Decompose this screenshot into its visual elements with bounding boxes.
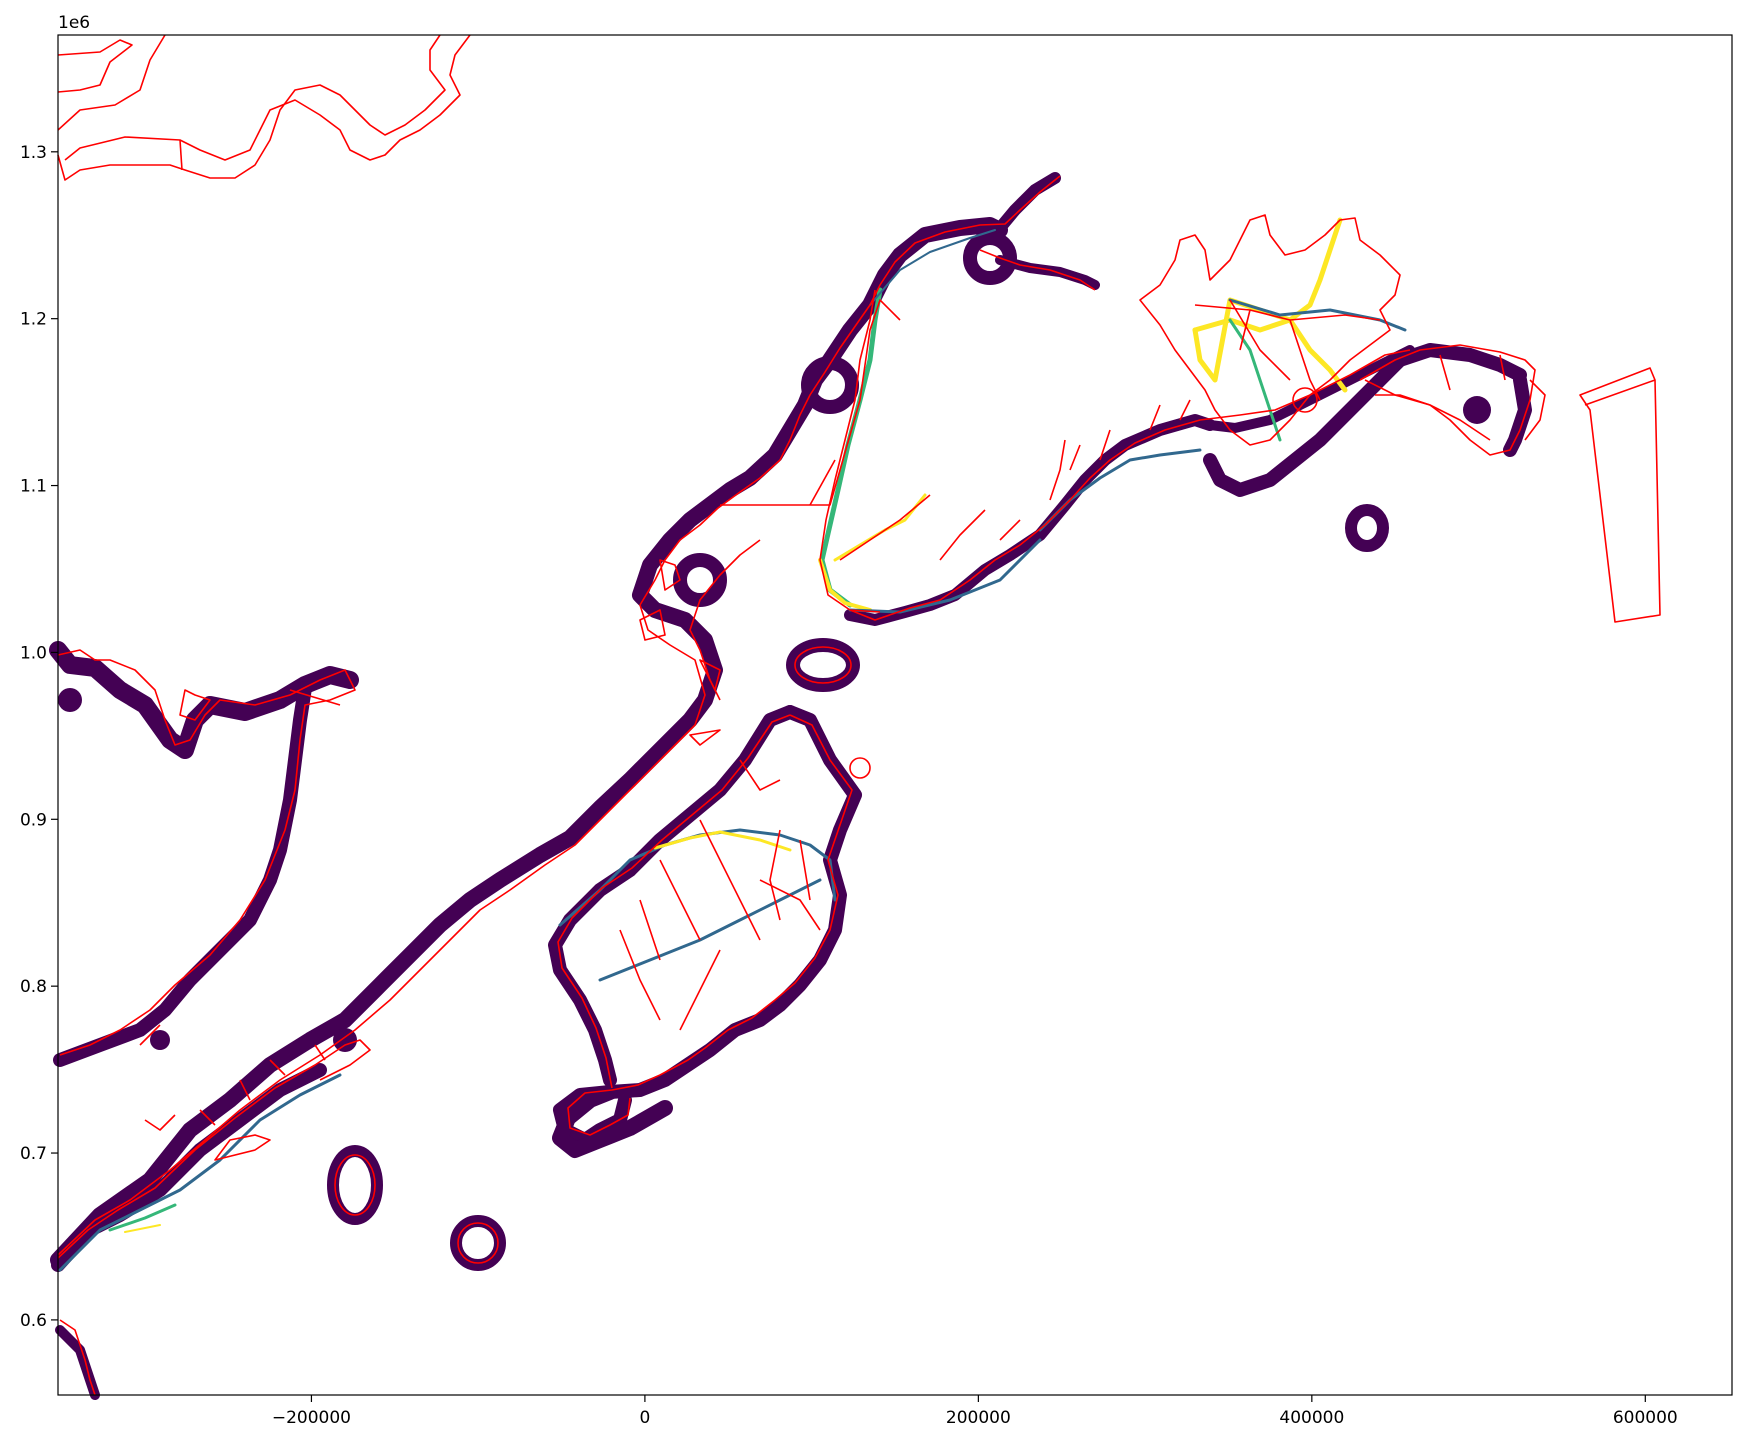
buffer-east-blob xyxy=(1463,396,1491,424)
outline-north-arm xyxy=(979,249,1096,291)
buffer-west-blob xyxy=(58,688,82,712)
x-tick-label: 200000 xyxy=(946,1408,1011,1428)
outline-island-c xyxy=(794,646,852,684)
outline-central-island-veins xyxy=(619,759,821,1031)
x-axis: −200000 0 200000 400000 600000 xyxy=(272,1395,1678,1428)
y-tick-label: 1.1 xyxy=(20,477,47,497)
outline-offshore-divider xyxy=(1584,379,1656,406)
outline-central-island-west xyxy=(557,714,791,1089)
buffer-east-island xyxy=(1345,504,1389,552)
route-central-island-peak xyxy=(653,830,792,852)
x-tick-label: 400000 xyxy=(1279,1408,1344,1428)
outline-main-coast xyxy=(57,175,1061,1256)
outline-top-corridor-3 xyxy=(64,34,471,161)
outline-bottom-left xyxy=(59,1319,96,1396)
route-main-coast-mid xyxy=(869,229,996,306)
outline-south-coast xyxy=(57,1039,371,1259)
outline-fjord-coast xyxy=(849,349,1411,621)
buffer-fjord-coast-2 xyxy=(1205,345,1415,433)
x-tick-label: 0 xyxy=(639,1408,650,1428)
outline-east-hub-lines xyxy=(1194,299,1381,401)
route-east-hub-4 xyxy=(1228,298,1407,332)
outline-west-cut-2 xyxy=(139,1024,161,1046)
buffer-island-c xyxy=(786,638,860,692)
y-tick-label: 1.2 xyxy=(20,310,47,330)
buffer-central-island-tail xyxy=(552,1084,673,1158)
y-tick-label: 0.7 xyxy=(20,1144,47,1164)
buffer-south-coast xyxy=(51,1063,327,1272)
buffer-west-blob-2 xyxy=(150,1030,170,1050)
map-layers xyxy=(49,34,1661,1400)
outline-east-cap xyxy=(1524,379,1546,441)
outline-island-a xyxy=(334,1154,376,1216)
outline-east-ring xyxy=(1292,387,1318,413)
axes-frame xyxy=(57,34,1733,1396)
buffer-main-coast-top xyxy=(994,172,1061,234)
outline-west-inlet xyxy=(57,649,356,1056)
x-tick-label: −200000 xyxy=(272,1408,351,1428)
route-east-hub-3 xyxy=(1228,318,1282,442)
outline-channel-cross-2 xyxy=(809,459,836,506)
buffer-main-coast xyxy=(50,217,1008,1268)
route-southwest-peak xyxy=(108,1203,177,1232)
axes-background xyxy=(58,35,1732,1395)
y-tick-label: 1.3 xyxy=(20,143,47,163)
y-tick-label: 0.9 xyxy=(20,810,47,830)
outline-top-corridor-2 xyxy=(57,34,166,131)
route-lines xyxy=(58,217,1407,1272)
outline-channel-north xyxy=(819,289,881,613)
y-axis: 0.6 0.7 0.8 0.9 1.0 1.1 1.2 1.3 xyxy=(20,143,58,1331)
x-tick-label: 600000 xyxy=(1613,1408,1678,1428)
y-tick-label: 0.8 xyxy=(20,977,47,997)
buffer-island-b xyxy=(450,1215,506,1271)
outline-main-coast-tabs xyxy=(639,559,721,746)
outline-island-b xyxy=(457,1222,499,1264)
route-north-channel-3 xyxy=(848,538,1042,614)
route-southwest xyxy=(58,1073,342,1272)
route-north-channel-peak xyxy=(818,558,872,612)
y-offset-label: 1e6 xyxy=(58,13,90,33)
buffer-island-a xyxy=(327,1145,383,1225)
outline-central-ring xyxy=(849,757,871,779)
outline-east-lobe xyxy=(1359,344,1536,456)
outline-top-corridor-1 xyxy=(57,39,133,93)
outline-fjord-branches xyxy=(839,399,1191,561)
outline-south-coast-box xyxy=(214,1134,271,1161)
outline-west-cut-3 xyxy=(289,689,341,706)
buffer-west-inlet-2 xyxy=(53,681,312,1067)
outline-south-coast-branches xyxy=(144,1044,326,1131)
outline-offshore-box xyxy=(1579,367,1661,623)
buffer-small-island-1 xyxy=(333,1028,357,1052)
route-southwest-peak-2 xyxy=(124,1224,161,1233)
outline-top-divider-1 xyxy=(179,139,183,171)
outline-top-corridor-4 xyxy=(57,34,446,181)
outline-channel-cross-1 xyxy=(720,299,901,506)
outline-east-complex xyxy=(1139,214,1401,446)
y-tick-label: 1.0 xyxy=(20,643,47,663)
outline-west-cut-1 xyxy=(179,689,211,721)
outline-central-island xyxy=(567,714,853,1136)
buffer-east-lobe xyxy=(1203,343,1527,497)
outline-polygons xyxy=(57,34,1661,1396)
route-central-island-2 xyxy=(598,878,822,982)
outline-east-lobe-lines xyxy=(1364,354,1506,441)
y-tick-label: 0.6 xyxy=(20,1311,47,1331)
